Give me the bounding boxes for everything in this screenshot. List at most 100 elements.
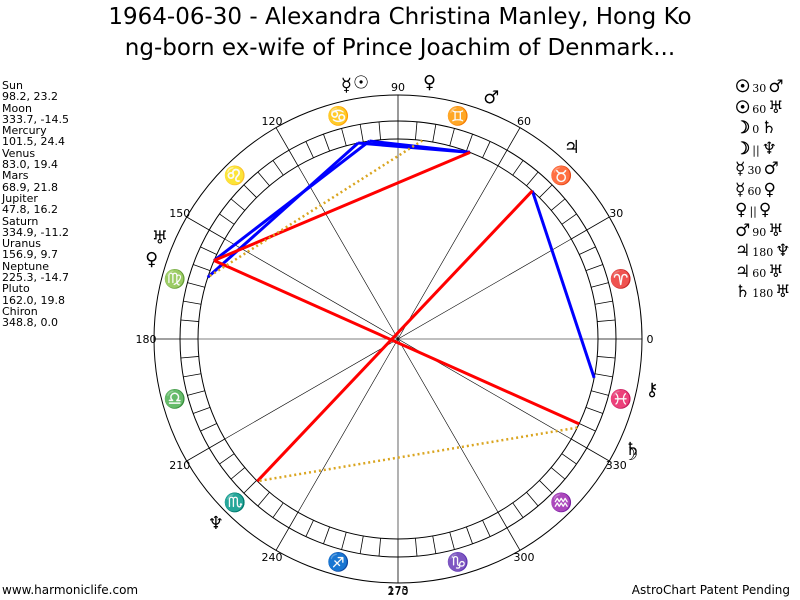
- aspect-line: [206, 141, 360, 279]
- degree-tick: [257, 491, 270, 507]
- sign-divider: [186, 447, 210, 462]
- degree-tick: [219, 213, 235, 225]
- aspect-planet-1: ☽: [735, 138, 751, 159]
- planet-marker-neptune: ♆: [208, 513, 224, 534]
- aspect-row: ☿ 30 ♂: [735, 159, 791, 181]
- degree-tick: [272, 160, 284, 176]
- aspect-line: [257, 426, 578, 483]
- planet-marker-mars: ♂: [483, 87, 499, 108]
- planet-name-neptune: Neptune: [2, 259, 50, 273]
- zodiac-sign-glyph: ♒: [550, 491, 572, 513]
- aspect-row: ♂ 90 ♅: [735, 221, 791, 243]
- planet-marker-sun: ☉: [353, 73, 369, 94]
- aspect-planet-2: ♆: [775, 241, 791, 261]
- planet-marker-venus: ♀: [423, 72, 436, 93]
- sign-divider: [275, 527, 290, 551]
- degree-tick: [230, 198, 246, 211]
- aspect-line: [530, 190, 596, 379]
- degree-label: 270: [388, 585, 409, 598]
- aspect-planet-1: ♃: [735, 241, 751, 261]
- aspect-planet-2: ♆: [761, 138, 777, 159]
- degree-tick: [579, 423, 596, 432]
- degree-tick: [550, 198, 566, 211]
- degree-label: 60: [517, 115, 531, 128]
- degree-tick: [497, 150, 508, 166]
- degree-tick: [359, 124, 364, 143]
- aspect-row: ♀ || ♀: [735, 200, 791, 222]
- degree-tick: [512, 160, 524, 176]
- chart-title-line-1: 1964-06-30 - Alexandra Christina Manley,…: [108, 4, 692, 30]
- degree-tick: [597, 319, 616, 322]
- bottom-degree-value: 173: [388, 584, 409, 597]
- aspect-planet-1: ♀: [735, 200, 748, 220]
- degree-tick: [219, 453, 235, 465]
- zodiac-sign-glyph: ♓: [610, 388, 632, 410]
- degree-label: 180: [136, 333, 157, 346]
- planet-coords-venus: 83.0, 19.4: [2, 158, 58, 172]
- degree-tick: [305, 141, 314, 158]
- degree-tick: [183, 300, 202, 305]
- degree-label: 150: [169, 207, 190, 220]
- zodiac-signs: ♈ ♉ ♊ ♋ ♌ ♍ ♎ ♏ ♐ ♑ ♒ ♓: [164, 105, 633, 573]
- zodiac-sign-glyph: ♋: [327, 105, 349, 127]
- aspect-row: ☉ 60 ♅: [735, 98, 791, 120]
- planet-name-uranus: Uranus: [2, 237, 41, 251]
- aspect-planet-1: ☉: [735, 77, 751, 97]
- aspect-planet-1: ☽: [735, 118, 751, 138]
- degree-tick: [591, 390, 609, 396]
- planet-coords-mars: 68.9, 21.8: [2, 180, 58, 194]
- degree-tick: [209, 438, 225, 449]
- degree-labels: 0 30 60 90 120 150 180 210 240 270 300 330: [136, 81, 654, 598]
- degree-tick: [466, 134, 473, 152]
- degree-tick: [591, 282, 609, 288]
- aspect-row: ☽ || ♆: [735, 138, 791, 161]
- aspect-planet-1: ☿: [735, 179, 746, 200]
- planet-position-list: Sun 98.2, 23.2 Moon 333.7, -14.5 Mercury 101.…: [2, 80, 69, 329]
- degree-tick: [526, 491, 539, 507]
- degree-label: 330: [606, 459, 627, 472]
- degree-tick: [432, 535, 437, 554]
- degree-tick: [323, 134, 330, 152]
- aspect-angle: 0: [752, 123, 760, 136]
- degree-tick: [415, 538, 418, 557]
- degree-tick: [585, 407, 603, 414]
- aspect-row: ☉ 30 ♂: [735, 77, 791, 99]
- aspect-angle: 60: [752, 266, 767, 280]
- planet-coords-jupiter: 47.8, 16.2: [2, 203, 58, 217]
- inner-spoke: [397, 238, 572, 340]
- aspect-planet-1: ♄: [735, 282, 751, 302]
- aspect-planet-2: ♅: [768, 261, 784, 282]
- planet-marker-chiron: ⚷: [645, 379, 658, 400]
- degree-tick: [539, 184, 553, 198]
- sign-divider: [506, 527, 521, 551]
- aspect-row: ♄ 180 ♅: [735, 282, 791, 304]
- degree-label: 90: [391, 81, 405, 94]
- planet-marker-moon: ☽: [622, 444, 638, 465]
- inner-spoke: [397, 338, 499, 513]
- planet-name-moon: Moon: [2, 101, 32, 115]
- degree-tick: [341, 128, 347, 146]
- degree-tick: [305, 520, 314, 537]
- planet-marker-jupiter: ♃: [564, 137, 580, 158]
- planet-coords-saturn: 334.9, -11.2: [2, 225, 69, 239]
- footer-website[interactable]: www.harmoniclife.com: [2, 583, 139, 597]
- aspect-angle: 30: [752, 82, 767, 95]
- degree-tick: [209, 229, 225, 240]
- planet-marker-uranus: ♅: [152, 227, 168, 248]
- aspect-line: [358, 141, 471, 154]
- zodiac-sign-glyph: ♌: [223, 165, 245, 187]
- degree-tick: [193, 264, 211, 271]
- degree-tick: [187, 282, 205, 288]
- degree-tick: [288, 150, 299, 166]
- planet-name-venus: Venus: [2, 146, 36, 160]
- planet-name-pluto: Pluto: [2, 282, 30, 296]
- chart-title-line-2: ng-born ex-wife of Prince Joachim of Den…: [124, 35, 676, 61]
- footer-patent-note: AstroChart Patent Pending: [631, 583, 790, 597]
- degree-label: 30: [609, 207, 623, 220]
- inner-spoke: [224, 238, 399, 340]
- degree-tick: [200, 246, 217, 255]
- aspect-planet-2: ♅: [775, 282, 791, 302]
- planet-name-jupiter: Jupiter: [2, 191, 38, 205]
- planet-markers: ☉ ☽ ☿ ♀ ♂ ♃ ♄ ♅ ♆ ♀ ⚷: [145, 72, 659, 534]
- degree-tick: [512, 502, 524, 518]
